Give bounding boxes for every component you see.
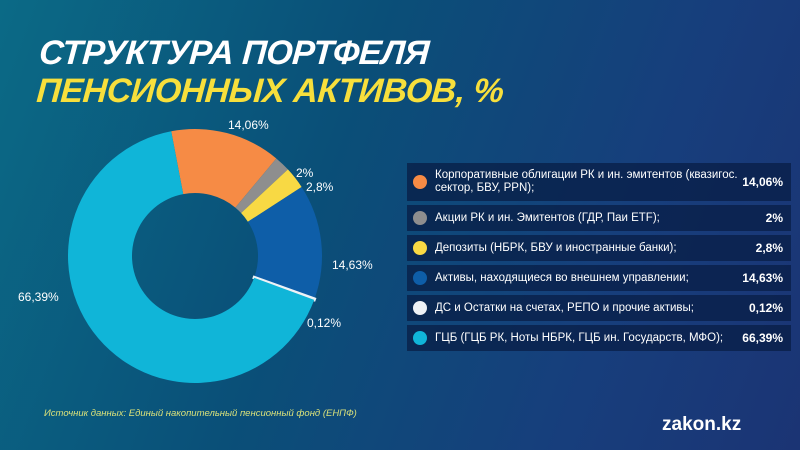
donut-slice-1 <box>235 158 288 214</box>
slice-label-2: 2,8% <box>306 180 334 194</box>
legend-label: Акции РК и ин. Эмитентов (ГДР, Паи ETF); <box>435 211 660 224</box>
legend-value: 2,8% <box>755 241 783 255</box>
slice-label-4: 0,12% <box>307 316 342 330</box>
legend-item: ГЦБ (ГЦБ РК, Ноты НБРК, ГЦБ ин. Государс… <box>407 325 791 351</box>
legend-item: Корпоративные облигации РК и ин. эмитент… <box>407 163 791 201</box>
legend-swatch-icon <box>413 331 427 345</box>
legend-label: Активы, находящиеся во внешнем управлени… <box>435 271 689 284</box>
legend-swatch-icon <box>413 175 427 189</box>
donut-slice-3 <box>247 187 322 299</box>
legend-value: 14,06% <box>742 175 783 189</box>
legend-value: 2% <box>765 211 783 225</box>
slice-label-5: 66,39% <box>18 290 59 304</box>
legend-swatch-icon <box>413 301 427 315</box>
legend-item: Активы, находящиеся во внешнем управлени… <box>407 265 791 291</box>
source-note: Источник данных: Единый накопительный пе… <box>44 408 357 419</box>
legend-value: 14,63% <box>742 271 783 285</box>
legend-item: ДС и Остатки на счетах, РЕПО и прочие ак… <box>407 295 791 321</box>
legend-item: Акции РК и ин. Эмитентов (ГДР, Паи ETF);… <box>407 205 791 231</box>
legend-label: ГЦБ (ГЦБ РК, Ноты НБРК, ГЦБ ин. Государс… <box>435 331 724 344</box>
donut-slice-0 <box>171 129 277 208</box>
legend-label: Корпоративные облигации РК и ин. эмитент… <box>435 169 738 194</box>
slice-label-1: 2% <box>296 166 314 180</box>
legend-item: Депозиты (НБРК, БВУ и иностранные банки)… <box>407 235 791 261</box>
slice-label-0: 14,06% <box>228 118 269 132</box>
legend-value: 66,39% <box>742 331 783 345</box>
legend-swatch-icon <box>413 271 427 285</box>
legend-swatch-icon <box>413 211 427 225</box>
slice-label-3: 14,63% <box>332 258 373 272</box>
legend-swatch-icon <box>413 241 427 255</box>
donut-slice-5 <box>67 131 315 383</box>
legend-value: 0,12% <box>748 301 783 315</box>
legend-label: ДС и Остатки на счетах, РЕПО и прочие ак… <box>435 301 694 314</box>
donut-slice-2 <box>241 169 302 222</box>
legend: Корпоративные облигации РК и ин. эмитент… <box>407 163 791 355</box>
legend-label: Депозиты (НБРК, БВУ и иностранные банки)… <box>435 241 677 254</box>
logo: zakon.kz <box>662 414 742 435</box>
